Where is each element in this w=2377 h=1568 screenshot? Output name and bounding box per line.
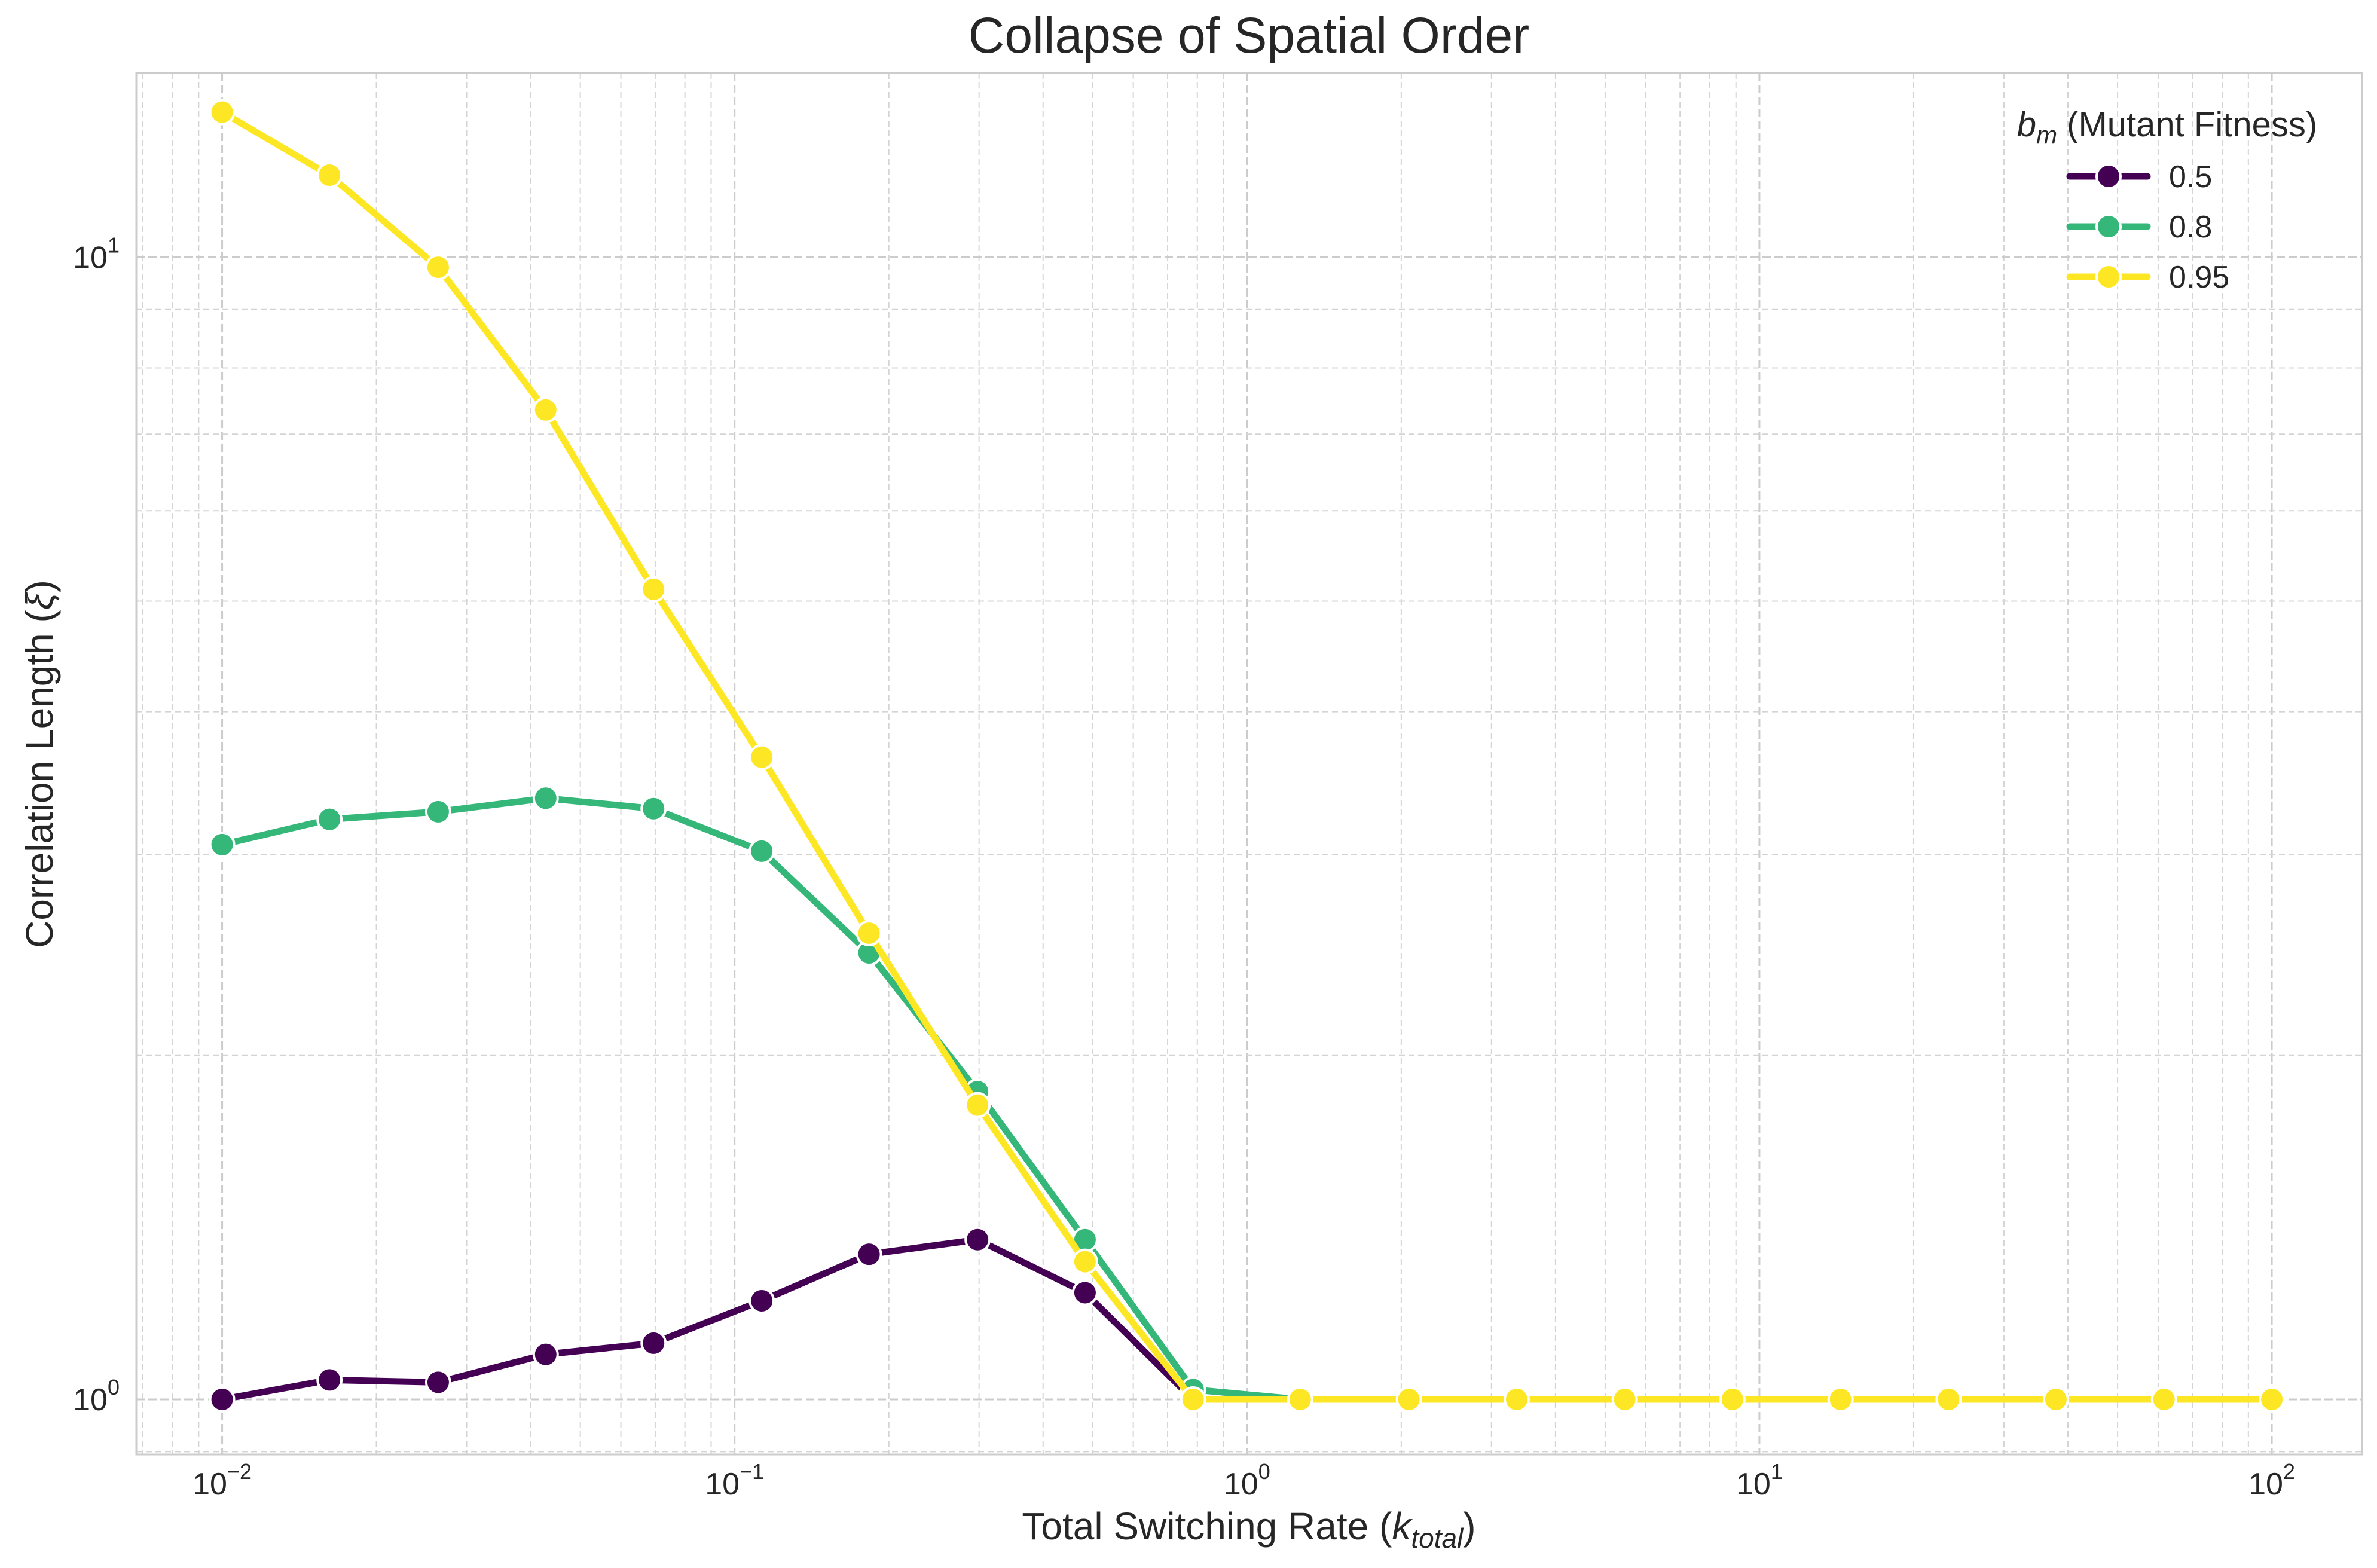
- legend-label: 0.95: [2169, 260, 2229, 295]
- data-point: [640, 795, 667, 822]
- plot-frame: [135, 72, 2363, 1456]
- data-point: [532, 396, 559, 423]
- data-point: [640, 1329, 667, 1356]
- chart-title: Collapse of Spatial Order: [968, 7, 1529, 63]
- x-axis-label: Total Switching Rate (ktotal): [1022, 1505, 1475, 1554]
- data-point: [424, 1369, 451, 1396]
- data-point: [1503, 1386, 1530, 1413]
- x-tick-label: 10−1: [705, 1459, 764, 1502]
- data-point: [1180, 1386, 1206, 1413]
- data-point: [1071, 1248, 1098, 1275]
- x-tick-label: 100: [1224, 1459, 1270, 1502]
- legend-title: bm (Mutant Fitness): [2017, 105, 2317, 149]
- y-tick-label: 100: [73, 1375, 120, 1417]
- data-point: [209, 1386, 236, 1413]
- data-point: [1287, 1386, 1313, 1413]
- data-point: [2150, 1386, 2177, 1413]
- legend: bm (Mutant Fitness) 0.5 0.8 0.95: [2017, 105, 2317, 295]
- data-point: [1611, 1386, 1638, 1413]
- y-tick-label: 101: [73, 233, 120, 275]
- data-point: [856, 1241, 882, 1268]
- y-axis-label: Correlation Length (ξ): [18, 580, 61, 948]
- data-point: [856, 919, 882, 946]
- data-point: [1935, 1386, 1962, 1413]
- legend-label: 0.5: [2169, 160, 2212, 194]
- legend-marker: [2095, 264, 2122, 290]
- legend-marker: [2095, 213, 2122, 240]
- data-point: [748, 744, 775, 771]
- series-line-0.95: [219, 109, 2275, 1403]
- data-point: [1071, 1279, 1098, 1306]
- data-point: [748, 838, 775, 864]
- data-point: [209, 831, 236, 858]
- x-tick-label: 101: [1736, 1459, 1783, 1502]
- legend-entry-0.95: 0.95: [2066, 260, 2229, 295]
- legend-entries: 0.5 0.8 0.95: [2066, 160, 2229, 295]
- data-point: [1395, 1386, 1422, 1413]
- x-tick-label: 10−2: [193, 1459, 252, 1502]
- series-0.95: [209, 99, 2286, 1413]
- data-point: [964, 1092, 991, 1118]
- data-point: [424, 798, 451, 825]
- data-point: [316, 1367, 343, 1393]
- data-point: [209, 99, 236, 126]
- data-point: [1827, 1386, 1854, 1413]
- series-layer: [209, 99, 2286, 1413]
- tick-labels: 10−2 10−1 100 101 102 100 101: [73, 233, 2295, 1502]
- legend-entry-0.5: 0.5: [2066, 160, 2212, 194]
- grid: [136, 73, 2362, 1454]
- data-point: [748, 1287, 775, 1314]
- data-point: [424, 254, 451, 281]
- data-point: [532, 1341, 559, 1368]
- x-tick-label: 102: [2248, 1459, 2295, 1502]
- data-point: [316, 806, 343, 833]
- data-point: [316, 161, 343, 188]
- data-point: [2042, 1386, 2069, 1413]
- data-point: [964, 1226, 991, 1253]
- data-point: [640, 576, 667, 603]
- data-point: [532, 785, 559, 812]
- legend-label: 0.8: [2169, 210, 2212, 244]
- data-point: [2259, 1386, 2286, 1413]
- data-point: [1719, 1386, 1746, 1413]
- legend-marker: [2095, 163, 2122, 189]
- legend-entry-0.8: 0.8: [2066, 210, 2212, 244]
